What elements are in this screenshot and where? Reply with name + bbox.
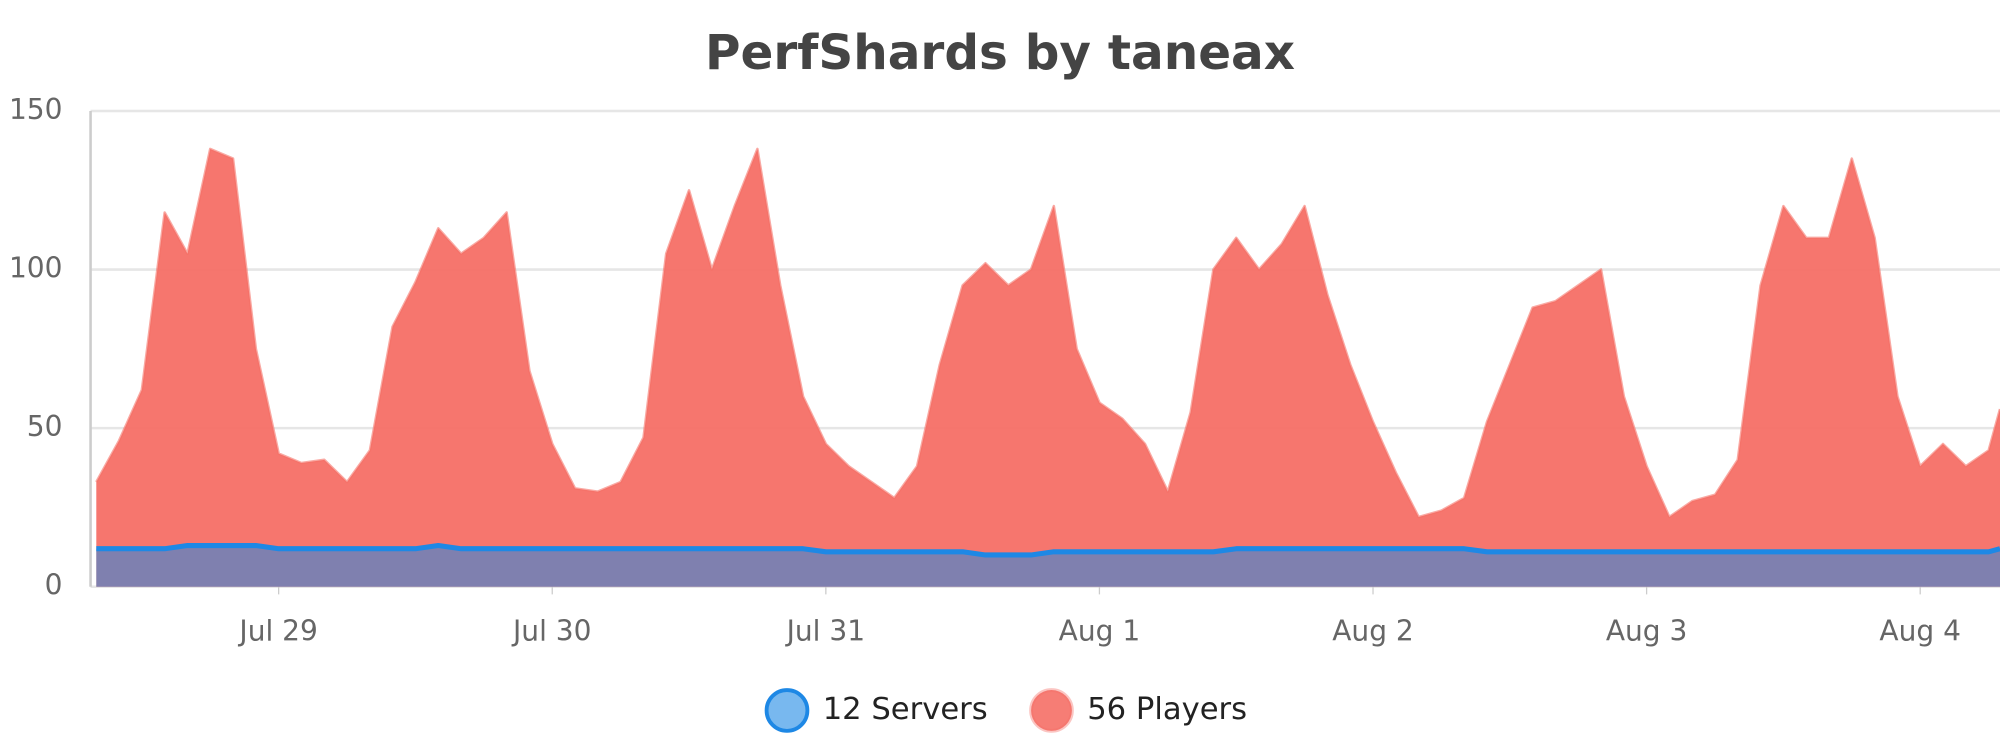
legend-marker	[764, 688, 810, 733]
legend-marker	[1029, 688, 1074, 733]
x-tick-label: Aug 1	[1059, 615, 1141, 648]
series-area	[96, 148, 2000, 587]
legend-item: 12 Servers	[764, 688, 988, 733]
y-tick-label: 150	[9, 93, 63, 126]
legend-item: 56 Players	[1029, 688, 1247, 733]
y-tick-label: 50	[27, 410, 63, 443]
x-tick-label: Aug 4	[1879, 615, 1961, 648]
series-line	[95, 147, 2000, 519]
series-area	[96, 545, 2000, 587]
y-tick-label: 100	[9, 252, 63, 285]
x-tick-label: Jul 31	[785, 615, 865, 648]
x-tick-label: Jul 29	[237, 615, 317, 648]
y-tick-label: 0	[45, 569, 63, 602]
legend-label: 56 Players	[1087, 692, 1247, 727]
series-line	[96, 542, 2000, 558]
chart-title: PerfShards by taneax	[705, 25, 1295, 81]
x-tick-label: Jul 30	[511, 615, 591, 648]
x-tick-label: Aug 2	[1332, 615, 1414, 648]
legend-label: 12 Servers	[823, 692, 988, 727]
x-tick-label: Aug 3	[1606, 615, 1688, 648]
